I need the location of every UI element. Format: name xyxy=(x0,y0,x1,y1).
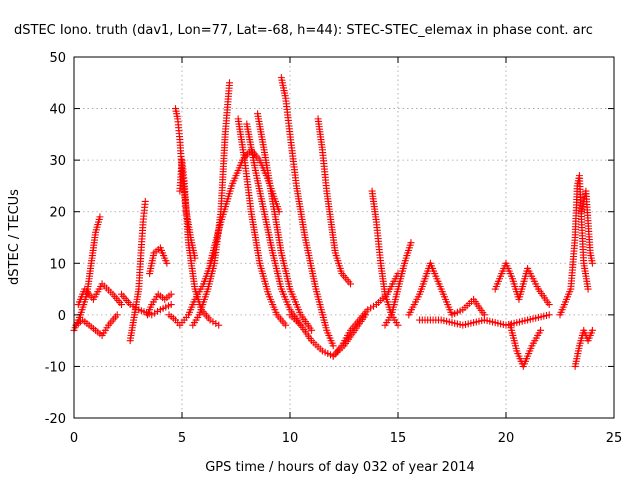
y-tick-label: 40 xyxy=(49,103,66,118)
data-point xyxy=(545,301,553,309)
data-point xyxy=(346,280,354,288)
marks-layer xyxy=(70,74,596,370)
data-point xyxy=(141,197,149,205)
x-tick-label: 10 xyxy=(282,431,299,446)
y-tick-label: -20 xyxy=(45,412,66,427)
y-tick-label: 20 xyxy=(49,206,66,221)
y-tick-label: 10 xyxy=(49,257,66,272)
ticks-layer xyxy=(73,56,615,419)
data-point xyxy=(113,311,121,319)
data-point xyxy=(588,326,596,334)
data-point xyxy=(584,285,592,293)
y-tick-label: 50 xyxy=(49,51,66,66)
data-point xyxy=(537,326,545,334)
data-point xyxy=(329,342,337,350)
x-tick-label: 25 xyxy=(606,431,623,446)
data-point xyxy=(215,321,223,329)
data-point xyxy=(167,301,175,309)
y-tick-label: 30 xyxy=(49,154,66,169)
data-point xyxy=(394,321,402,329)
data-point xyxy=(118,301,126,309)
x-tick-label: 15 xyxy=(390,431,407,446)
y-tick-label: 0 xyxy=(58,309,66,324)
grid-layer xyxy=(74,57,614,418)
data-point xyxy=(282,321,290,329)
y-tick-labels: -20 -10 0 10 20 30 40 50 xyxy=(45,51,66,427)
plot-frame xyxy=(73,56,615,419)
data-point xyxy=(167,290,175,298)
x-axis-label: GPS time / hours of day 032 of year 2014 xyxy=(205,460,475,475)
data-point xyxy=(308,326,316,334)
data-point xyxy=(588,259,596,267)
chart-title: dSTEC Iono. truth (dav1, Lon=77, Lat=-68… xyxy=(14,23,593,38)
data-point xyxy=(545,311,553,319)
data-point xyxy=(226,79,234,87)
data-point xyxy=(407,239,415,247)
y-axis-label: dSTEC / TECUs xyxy=(7,189,22,285)
data-point xyxy=(96,213,104,221)
x-tick-label: 20 xyxy=(498,431,515,446)
x-tick-label: 0 xyxy=(70,431,78,446)
x-tick-label: 5 xyxy=(178,431,186,446)
y-tick-label: -10 xyxy=(45,360,66,375)
x-tick-labels: 0 5 10 15 20 25 xyxy=(70,431,622,446)
data-point xyxy=(163,259,171,267)
